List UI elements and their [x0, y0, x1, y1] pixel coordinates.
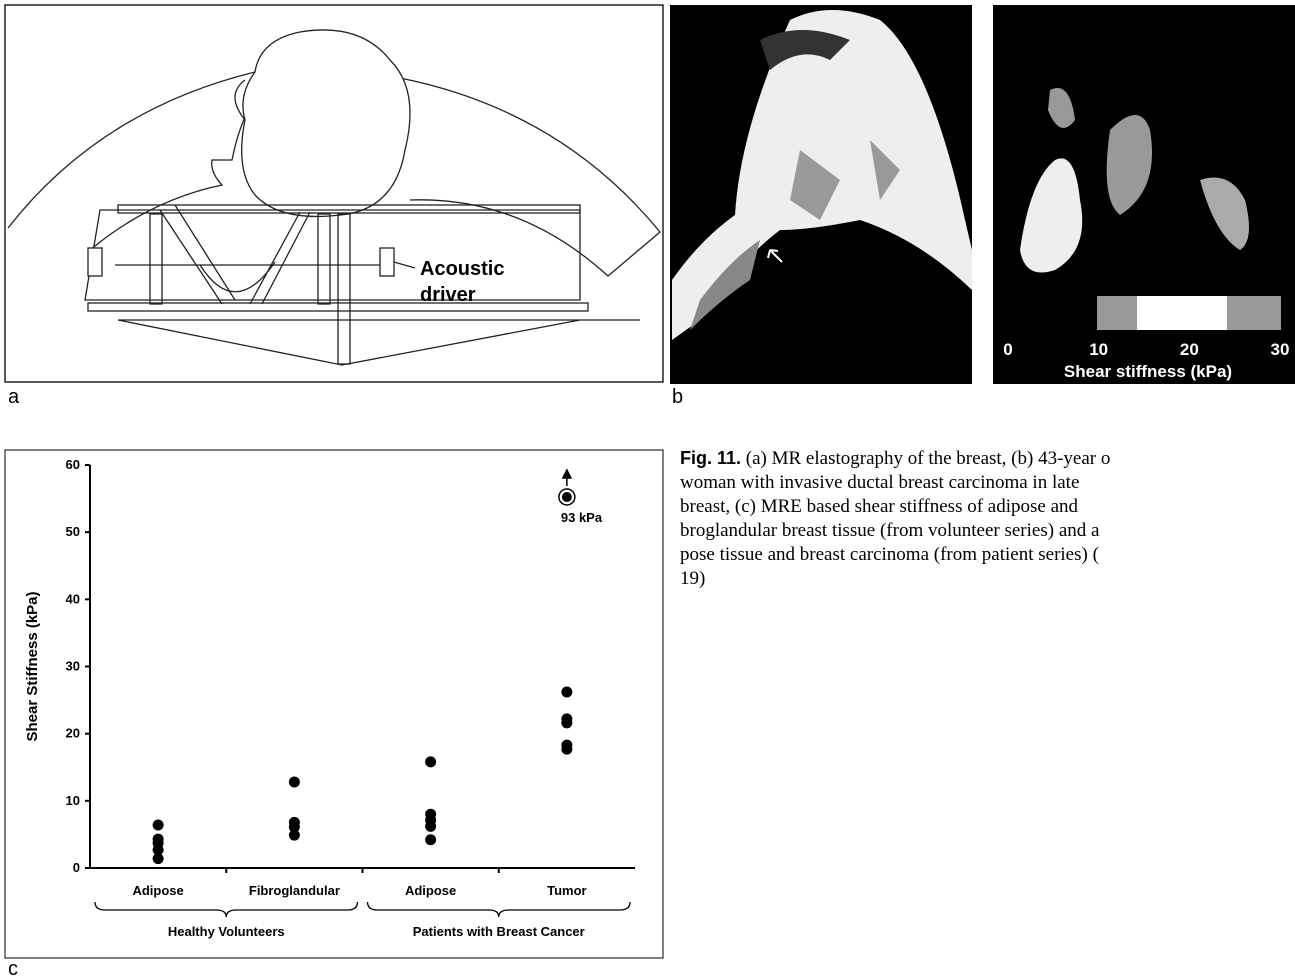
driver-label: Acoustic	[420, 258, 504, 280]
data-point	[425, 834, 436, 845]
panel-label: c	[8, 958, 18, 980]
y-tick-label: 0	[73, 860, 80, 875]
group-label: Patients with Breast Cancer	[413, 924, 585, 939]
y-tick-label: 20	[66, 726, 80, 741]
data-point	[153, 853, 164, 864]
panel-label: a	[8, 386, 20, 408]
caption-text: (a) MR elastography of the breast, (b) 4…	[741, 448, 1110, 469]
data-point	[425, 756, 436, 767]
caption-line: Fig. 11. (a) MR elastography of the brea…	[680, 448, 1110, 469]
panel-a-drawing	[5, 5, 663, 382]
panel-label: b	[672, 386, 683, 408]
panel-c-frame	[5, 450, 663, 958]
off-scale-arrow	[563, 470, 571, 486]
panel-b-images	[670, 5, 1295, 384]
caption-line: 19)	[680, 568, 705, 589]
data-point	[289, 830, 300, 841]
figure: a b c Acoustic driver 0 10 20 30 Shear stiffness …	[0, 0, 1295, 980]
annotation: 93 kPa	[561, 510, 603, 525]
caption-line: pose tissue and breast carcinoma (from p…	[680, 544, 1099, 565]
off-scale-dot	[562, 492, 572, 502]
caption-line: woman with invasive ductal breast carcin…	[680, 472, 1079, 493]
x-tick-label: Fibroglandular	[249, 883, 340, 898]
data-point	[289, 777, 300, 788]
driver-label: driver	[420, 284, 476, 306]
page: a b c Acoustic driver 0 10 20 30 Shear stiffness …	[0, 0, 1295, 980]
data-point	[425, 821, 436, 832]
data-point	[561, 687, 572, 698]
y-tick-label: 50	[66, 524, 80, 539]
group-brace	[368, 902, 631, 917]
caption-line: broglandular breast tissue (from volunte…	[680, 520, 1100, 541]
group-brace	[95, 902, 358, 917]
data-point	[561, 717, 572, 728]
colorbar-label: Shear stiffness (kPa)	[1064, 362, 1232, 381]
colorbar-tick-label: 10	[1089, 340, 1108, 359]
x-tick-label: Tumor	[547, 883, 586, 898]
y-tick-label: 10	[66, 793, 80, 808]
colorbar-tick-label: 30	[1271, 340, 1290, 359]
colorbar-tick-label: 20	[1180, 340, 1199, 359]
group-label: Healthy Volunteers	[168, 924, 285, 939]
caption-figure: Fig. 11.	[680, 448, 741, 468]
y-tick-label: 60	[66, 457, 80, 472]
caption-line: breast, (c) MRE based shear stiffness of…	[680, 496, 1079, 517]
y-tick-label: 40	[66, 591, 80, 606]
x-tick-label: Adipose	[405, 883, 456, 898]
data-point	[153, 820, 164, 831]
y-axis-label: Shear Stiffness (kPa)	[24, 591, 41, 741]
x-tick-label: Adipose	[132, 883, 183, 898]
data-point	[561, 744, 572, 755]
colorbar-tick-label: 0	[1003, 340, 1012, 359]
y-tick-label: 30	[66, 659, 80, 674]
